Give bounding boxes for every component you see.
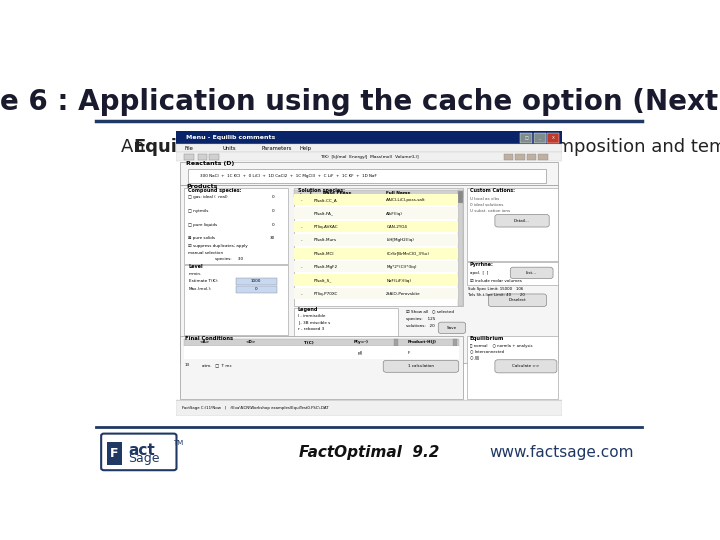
Text: Equilib: Equilib [133, 138, 202, 156]
Text: F: F [110, 447, 119, 460]
Text: www.factsage.com: www.factsage.com [490, 445, 634, 460]
Text: act: act [128, 443, 155, 458]
Text: calculation is first made at an arbitrary composition and temperature.: calculation is first made at an arbitrar… [171, 138, 720, 156]
Text: An: An [121, 138, 150, 156]
Text: FactOptimal  9.2: FactOptimal 9.2 [299, 445, 439, 460]
Text: TM: TM [173, 440, 183, 446]
FancyBboxPatch shape [107, 442, 122, 465]
Text: Sage: Sage [128, 453, 159, 465]
Text: Example 6 : Application using the cache option (Next Run) - 2: Example 6 : Application using the cache … [0, 87, 720, 116]
